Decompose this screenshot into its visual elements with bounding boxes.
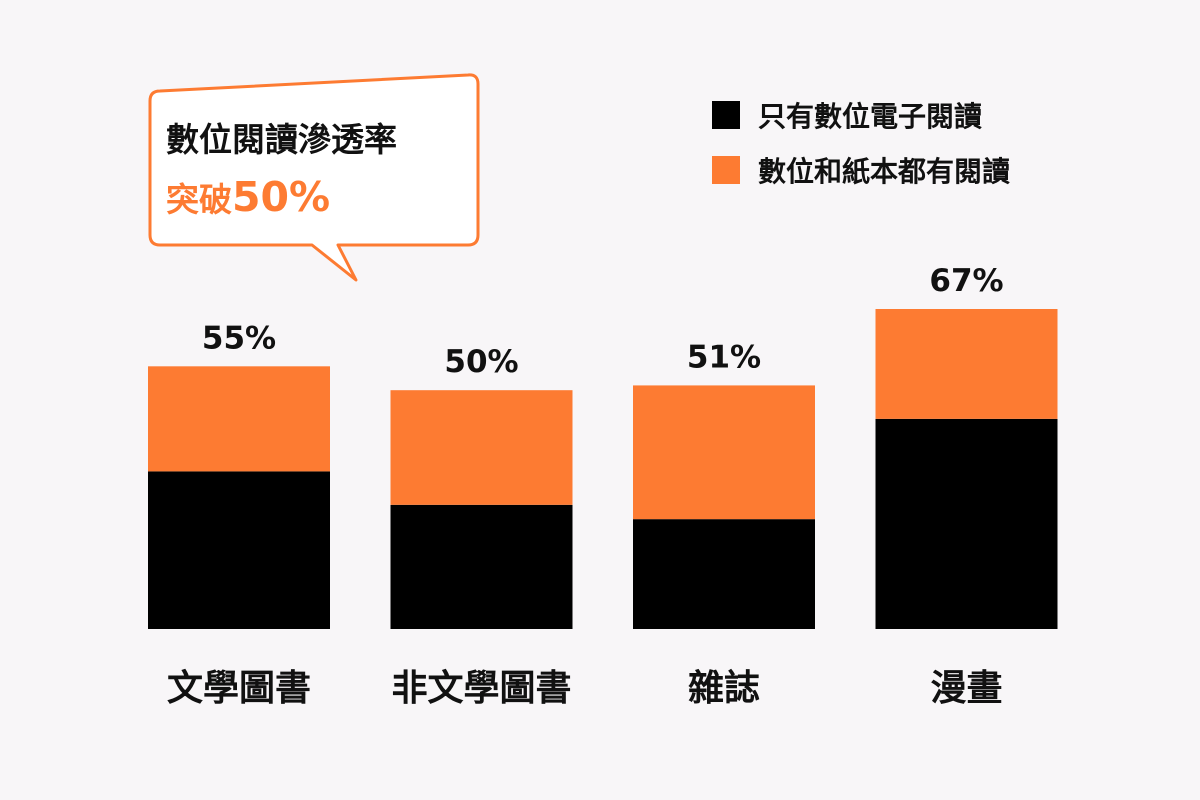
bar-digital-only-3 <box>875 418 1058 629</box>
value-label-2: 51% <box>687 339 761 375</box>
callout-bubble: 數位閱讀滲透率 突破50% <box>148 73 480 282</box>
bars-group <box>148 309 1058 629</box>
value-label-3: 67% <box>929 263 1003 299</box>
bar-digital-only-2 <box>633 519 815 629</box>
legend-swatch-both <box>712 156 740 184</box>
value-labels-group: 55% 50% 51% 67% <box>202 263 1004 380</box>
bar-both-2 <box>633 385 815 520</box>
legend: 只有數位電子閱讀 數位和紙本都有閱讀 <box>712 100 1010 188</box>
callout-shape <box>148 73 480 282</box>
category-label-0: 文學圖書 <box>167 668 311 709</box>
callout-title: 數位閱讀滲透率 <box>166 120 397 159</box>
bar-both-1 <box>390 390 573 505</box>
value-label-0: 55% <box>202 320 276 356</box>
bar-both-0 <box>148 366 330 472</box>
category-labels-group: 文學圖書 非文學圖書 雜誌 漫畫 <box>167 667 1003 709</box>
value-label-1: 50% <box>444 344 518 380</box>
bar-digital-only-1 <box>390 504 573 629</box>
bar-digital-only-0 <box>148 471 330 629</box>
legend-label-both: 數位和紙本都有閱讀 <box>758 155 1010 188</box>
legend-label-digital-only: 只有數位電子閱讀 <box>758 100 982 133</box>
callout-subtitle-prefix: 突破 <box>166 180 232 219</box>
category-label-2: 雜誌 <box>688 667 760 709</box>
category-label-3: 漫畫 <box>930 668 1002 709</box>
bar-both-3 <box>875 309 1058 419</box>
callout-subtitle: 突破50% <box>166 173 330 221</box>
callout-subtitle-highlight: 50% <box>232 173 330 221</box>
category-label-1: 非文學圖書 <box>391 668 571 709</box>
legend-swatch-digital-only <box>712 101 740 129</box>
